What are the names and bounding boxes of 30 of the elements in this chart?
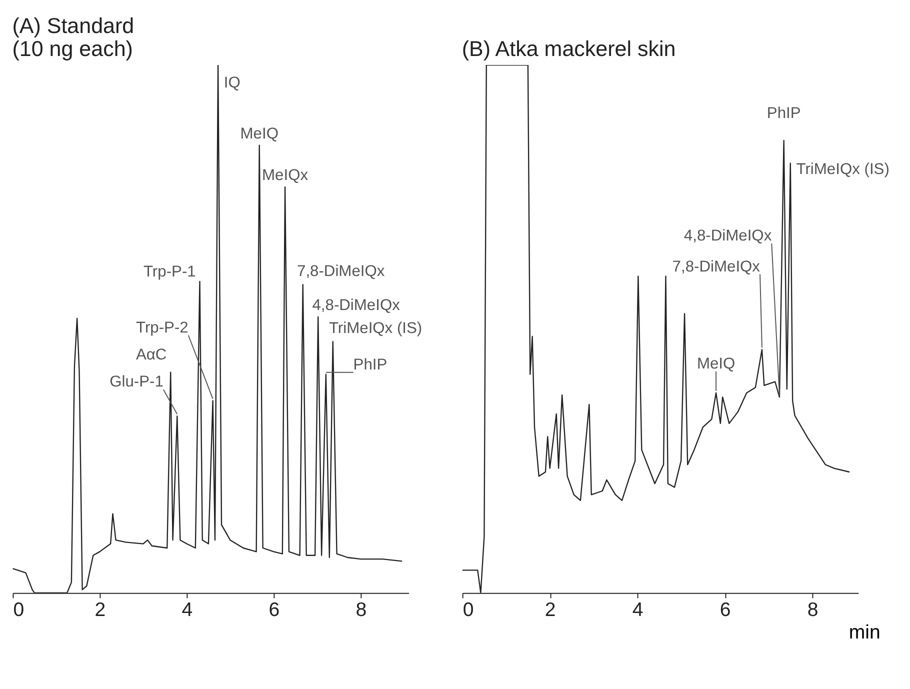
annotation: PhIP bbox=[353, 356, 388, 374]
x-tick-label: 0 bbox=[462, 598, 474, 621]
x-tick-label: 6 bbox=[268, 598, 280, 621]
x-tick-label: 8 bbox=[807, 598, 818, 621]
annotation: AαC bbox=[136, 346, 167, 364]
annotation: PhIP bbox=[766, 105, 801, 122]
annotation: 7,8-DiMeIQx bbox=[672, 258, 760, 276]
annotation: MeIQx bbox=[262, 167, 308, 184]
annotation: Glu-P-1 bbox=[110, 374, 164, 391]
annotation: MeIQ bbox=[696, 355, 736, 372]
x-tick-label: 4 bbox=[182, 598, 193, 621]
annotation: TriMeIQx (IS) bbox=[328, 320, 422, 337]
annotation: Trp-P-1 bbox=[143, 264, 196, 281]
annotation: IQ bbox=[224, 74, 240, 92]
chart-title: (B) Atka mackerel skin bbox=[462, 37, 676, 62]
x-tick-label: 0 bbox=[13, 598, 24, 621]
x-tick-label: 4 bbox=[632, 598, 644, 621]
annotation: 7,8-DiMeIQx bbox=[297, 262, 385, 280]
annotation: 4,8-DiMeIQx bbox=[312, 296, 400, 314]
annotation: 4,8-DiMeIQx bbox=[684, 228, 772, 245]
annotation: MeIQ bbox=[240, 125, 278, 142]
x-tick-label: 8 bbox=[356, 598, 367, 621]
x-tick-label: 6 bbox=[720, 598, 731, 621]
x-axis-title: min bbox=[848, 621, 880, 644]
chart-title: (A) Standard bbox=[12, 14, 134, 38]
x-tick-label: 2 bbox=[544, 598, 556, 621]
chart-subtitle: (10 ng each) bbox=[12, 37, 133, 62]
annotation: Trp-P-2 bbox=[136, 319, 188, 336]
x-tick-label: 2 bbox=[94, 598, 106, 621]
annotation: TriMeIQx (IS) bbox=[796, 160, 890, 178]
